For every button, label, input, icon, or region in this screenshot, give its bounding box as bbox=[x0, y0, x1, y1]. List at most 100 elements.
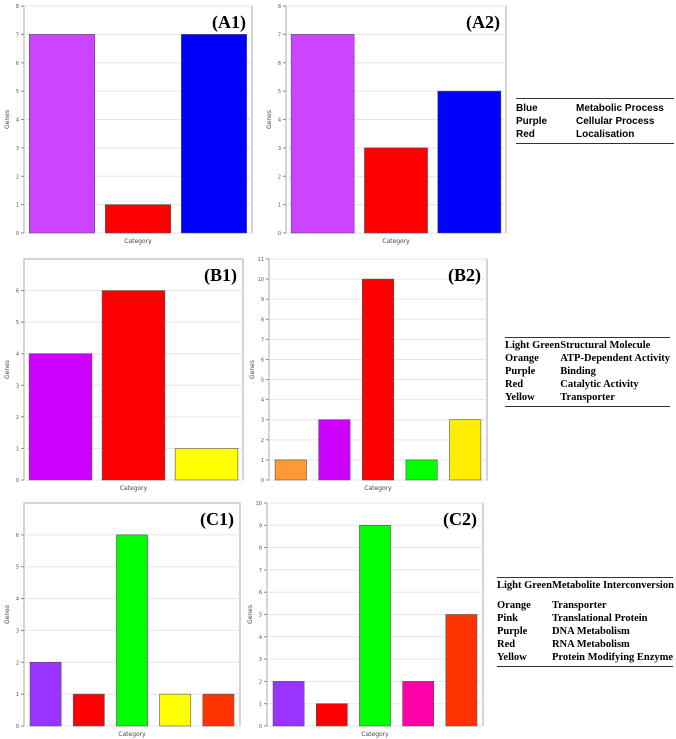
panel-label: (A2) bbox=[466, 12, 500, 33]
y-tick-label: 2 bbox=[261, 438, 264, 444]
legend-c-table: Light Green Metabolite Interconversion O… bbox=[497, 580, 674, 665]
y-tick-label: 6 bbox=[259, 590, 262, 596]
chart-A1: 0 1 2 3 4 5 6 7 8 Category Genes (A1) bbox=[4, 4, 253, 245]
y-tick-label: 0 bbox=[259, 724, 262, 730]
y-tick-label: 2 bbox=[278, 174, 281, 180]
legend-a-top-rule bbox=[516, 98, 674, 99]
y-tick-label: 1 bbox=[16, 203, 19, 209]
legend-b-row: Yellow Transporter bbox=[505, 392, 670, 405]
y-tick-label: 6 bbox=[16, 289, 19, 295]
legend-b-value: Binding bbox=[560, 366, 596, 377]
y-tick-label: 5 bbox=[261, 378, 264, 384]
bar bbox=[359, 524, 391, 727]
bar bbox=[159, 693, 192, 727]
legend-b-bottom-rule bbox=[505, 406, 670, 407]
legend-a: Blue Metabolic Process Purple Cellular P… bbox=[516, 98, 674, 144]
legend-c-key: Orange bbox=[497, 600, 531, 611]
legend-c-value: Transporter bbox=[551, 600, 607, 611]
bar bbox=[101, 290, 166, 481]
legend-b-key: Purple bbox=[505, 366, 536, 377]
chart-C1: 0 1 2 3 4 5 6 Category Genes (C1) bbox=[4, 502, 241, 738]
legend-a-key: Blue bbox=[516, 103, 538, 114]
y-tick-label: 1 bbox=[16, 692, 19, 698]
panel-label: (B1) bbox=[204, 265, 237, 286]
legend-a-value: Metabolic Process bbox=[576, 103, 664, 114]
chart-B2: 0 1 2 3 4 5 6 7 8 9 10 11 Category Genes (B2) bbox=[249, 257, 488, 492]
legend-c-top-rule bbox=[497, 577, 673, 578]
legend-b-value: Catalytic Activity bbox=[560, 379, 639, 390]
y-tick-label: 4 bbox=[16, 118, 19, 124]
y-tick-label: 3 bbox=[16, 383, 19, 389]
bar bbox=[315, 703, 348, 727]
legend-b-value: Structural Molecule bbox=[560, 340, 651, 351]
y-tick-label: 2 bbox=[16, 415, 19, 421]
x-axis-label: Category bbox=[118, 731, 146, 738]
panel-label: (C2) bbox=[443, 509, 477, 530]
y-axis-label: Genes bbox=[4, 605, 11, 624]
legend-c-value: Translational Protein bbox=[551, 613, 648, 624]
y-tick-label: 5 bbox=[16, 320, 19, 326]
legend-c-row: Pink Translational Protein bbox=[497, 613, 674, 626]
legend-b-table: Light Green Structural Molecule Orange A… bbox=[505, 340, 670, 405]
y-tick-label: 8 bbox=[16, 4, 19, 10]
y-axis-label: Genes bbox=[4, 360, 11, 379]
legend-c-key: Purple bbox=[497, 626, 528, 637]
y-tick-label: 3 bbox=[261, 418, 264, 424]
y-tick-label: 0 bbox=[16, 724, 19, 730]
y-axis-label: Genes bbox=[266, 110, 273, 129]
legend-c: Light Green Metabolite Interconversion O… bbox=[497, 577, 674, 667]
legend-b-key: Red bbox=[505, 379, 524, 390]
legend-c-bottom-rule bbox=[497, 666, 673, 667]
bar bbox=[174, 448, 239, 481]
y-tick-label: 8 bbox=[261, 317, 264, 323]
y-tick-label: 7 bbox=[278, 32, 281, 38]
y-axis-label: Genes bbox=[4, 110, 11, 129]
legend-a-value: Cellular Process bbox=[576, 116, 655, 127]
bar bbox=[29, 661, 62, 727]
y-tick-label: 0 bbox=[16, 478, 19, 484]
legend-b-key: Light Green bbox=[505, 340, 560, 351]
x-axis-label: Category bbox=[124, 238, 152, 245]
legend-c-key: Pink bbox=[497, 613, 519, 624]
bar bbox=[290, 34, 355, 234]
bar bbox=[318, 419, 351, 481]
y-tick-label: 10 bbox=[258, 277, 264, 283]
y-tick-label: 4 bbox=[16, 597, 19, 603]
y-tick-label: 5 bbox=[278, 89, 281, 95]
legend-a-key: Purple bbox=[516, 116, 548, 127]
y-tick-label: 6 bbox=[16, 61, 19, 67]
y-tick-label: 2 bbox=[16, 174, 19, 180]
legend-c-key: Light Green bbox=[497, 580, 552, 591]
y-tick-label: 6 bbox=[16, 533, 19, 539]
y-tick-label: 9 bbox=[261, 297, 264, 303]
legend-c-key: Red bbox=[497, 639, 516, 650]
legend-c-row: Light Green Metabolite Interconversion bbox=[497, 580, 674, 600]
y-tick-label: 4 bbox=[261, 398, 264, 404]
bar bbox=[364, 147, 428, 234]
legend-c-value: DNA Metabolism bbox=[551, 626, 630, 637]
legend-b-top-rule bbox=[505, 337, 670, 338]
bar bbox=[29, 34, 95, 234]
x-axis-label: Category bbox=[364, 485, 392, 492]
panel-label: (A1) bbox=[212, 12, 246, 33]
bar bbox=[362, 278, 394, 481]
bar bbox=[28, 353, 93, 481]
legend-b-key: Orange bbox=[505, 353, 539, 364]
legend-b-row: Orange ATP-Dependent Activity bbox=[505, 353, 670, 366]
bar bbox=[202, 693, 235, 727]
legend-a-key: Red bbox=[516, 129, 535, 140]
bar bbox=[449, 419, 482, 481]
y-tick-label: 1 bbox=[261, 458, 264, 464]
legend-a-table: Blue Metabolic Process Purple Cellular P… bbox=[516, 103, 664, 142]
bar bbox=[445, 614, 478, 727]
bar bbox=[402, 681, 435, 727]
y-tick-label: 3 bbox=[16, 146, 19, 152]
y-tick-label: 8 bbox=[278, 4, 281, 10]
bar bbox=[437, 90, 502, 234]
y-tick-label: 1 bbox=[259, 702, 262, 708]
legend-c-row: Orange Transporter bbox=[497, 600, 674, 613]
legend-c-key: Yellow bbox=[497, 652, 527, 663]
y-tick-label: 4 bbox=[259, 635, 262, 641]
legend-a-row: Red Localisation bbox=[516, 129, 664, 142]
legend-a-row: Purple Cellular Process bbox=[516, 116, 664, 129]
